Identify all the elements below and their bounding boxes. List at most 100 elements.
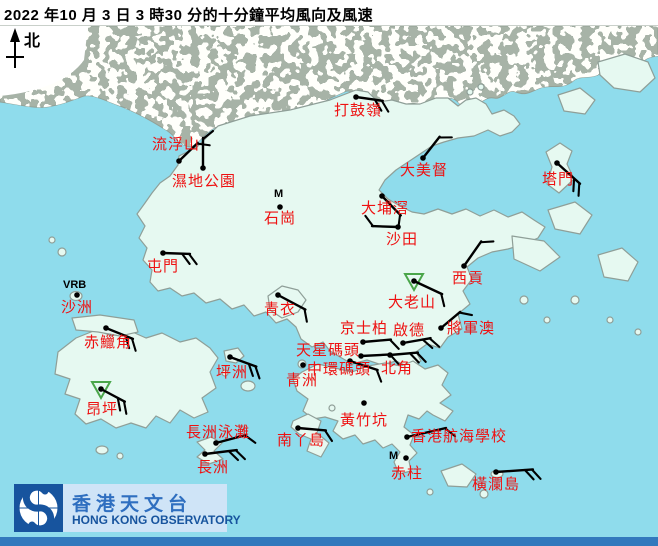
soko-islet [95,445,109,455]
station-central-pier-label: 中環碼頭 [307,362,372,378]
hko-logo-chinese-text: 香港天文台 [72,494,193,515]
station-shek-kong-dot [277,204,283,210]
station-tsing-yi-wind-barb [276,293,308,323]
islet-b [116,452,124,460]
hong-kong-island [292,360,454,475]
station-north-point-label: 北角 [381,361,414,377]
station-hk-sea-school-wind-barb [405,426,457,439]
station-peng-chau-label: 坪洲 [216,365,249,381]
station-shek-kong-label: 石崗 [264,211,297,227]
grass-island [547,201,593,235]
station-star-ferry-pier-dot [358,353,364,359]
station-stanley-status-text: M [389,450,399,462]
station-wong-chuk-hang-dot [361,400,367,406]
station-waglan-island-dot [493,469,499,475]
station-sha-chau-dot [74,292,80,298]
station-ta-kwu-ling-wind-barb [354,95,390,113]
station-tseung-kwan-o-dot [438,325,444,331]
station-tseung-kwan-o-label: 將軍澳 [447,321,496,337]
station-tuen-mun-dot [160,250,166,256]
hko-logo-icon [14,483,63,533]
lantau-island [54,329,219,429]
station-ta-kwu-ling-dot [353,94,359,100]
station-cheung-chau-beach-label: 長洲泳灘 [186,425,251,441]
north-arrow-icon: 北 [6,28,40,68]
station-tai-mei-tuk-label: 大美督 [400,163,449,179]
station-peng-chau-dot [227,354,233,360]
kau-yi-chau-islet [221,369,229,377]
station-kings-park-dot [360,339,366,345]
islet-a [48,236,56,244]
station-cheung-chau-beach-wind-barb [214,433,257,445]
station-tap-mun-wind-barb [555,161,582,197]
station-ta-kwu-ling-label: 打鼓嶺 [334,103,383,119]
station-lau-fau-shan-label: 流浮山 [152,137,201,153]
station-lamma-island-dot [295,425,301,431]
station-ngong-ping-label: 昂坪 [86,402,119,418]
station-ngong-ping-triangle-marker [90,381,112,401]
station-lamma-island-wind-barb [296,426,334,443]
top-left-blank [0,26,88,96]
station-ngong-ping-wind-barb [99,387,128,415]
hko-logo-english-text: HONG KONG OBSERVATORY [72,513,241,527]
deep-bay-water [78,100,196,172]
po-toi-island [440,463,477,488]
station-wong-chuk-hang-label: 黃竹坑 [340,413,389,429]
station-green-island-dot [300,362,306,368]
station-sai-kung-label: 西貢 [452,271,485,287]
station-cheung-chau-label: 長洲 [197,460,230,476]
station-kings-park-wind-barb [361,338,400,350]
islet-f [634,328,642,336]
station-stanley-label: 赤柱 [391,466,424,482]
hei-ling-chau-islet [240,380,256,392]
station-central-pier-wind-barb [348,359,383,383]
station-chek-lap-kok-label: 赤鱲角 [84,335,133,351]
station-tai-po-kau-label: 大埔滘 [361,201,410,217]
station-tuen-mun-label: 屯門 [147,259,180,275]
station-waglan-island-wind-barb [494,468,542,481]
station-sha-chau-label: 沙洲 [61,300,94,316]
station-tseung-kwan-o-wind-barb [439,310,473,330]
north-label: 北 [24,32,40,50]
islet-e [606,316,614,324]
station-hk-sea-school-dot [404,434,410,440]
station-lamma-island-label: 南丫島 [277,433,326,449]
station-tai-po-kau-dot [379,193,385,199]
station-wetland-park-dot [200,165,206,171]
islet-h [543,316,551,324]
station-stanley-dot [403,455,409,461]
islet-d [570,295,580,305]
station-wetland-park-label: 濕地公園 [172,174,237,190]
station-tates-cairn-wind-barb [412,279,446,308]
station-north-point-dot [387,352,393,358]
station-tates-cairn-dot [411,278,417,284]
station-sai-kung-wind-barb [462,240,495,268]
ninepin-area-island [597,247,639,282]
lung-kwu-chau-islet [57,247,67,257]
station-sha-tin-dot [395,224,401,230]
high-island [511,235,561,272]
station-tai-mei-tuk-dot [420,155,426,161]
weather-stations-layer [74,94,582,481]
station-sai-kung-dot [461,263,467,269]
station-tap-mun-label: 塔門 [542,172,575,188]
station-cheung-chau-wind-barb [203,448,246,462]
station-hk-sea-school-label: 香港航海學校 [411,429,508,445]
station-kai-tak-dot [400,340,406,346]
station-sha-tin-wind-barb [364,214,400,229]
islet-i [479,489,489,499]
station-cheung-chau-beach-dot [213,440,219,446]
station-sha-chau-status-text: VRB [63,279,87,291]
islet-l [477,83,485,91]
station-star-ferry-pier-label: 天星碼頭 [296,343,361,359]
islet-k [466,88,474,96]
station-kai-tak-wind-barb [401,336,441,350]
station-kings-park-label: 京士柏 [340,321,389,337]
station-peng-chau-wind-barb [228,355,261,380]
station-north-point-wind-barb [388,351,427,364]
station-green-island-label: 青洲 [286,373,319,389]
islet-c [328,404,336,412]
islet-g [519,295,529,305]
station-tuen-mun-wind-barb [161,251,198,266]
